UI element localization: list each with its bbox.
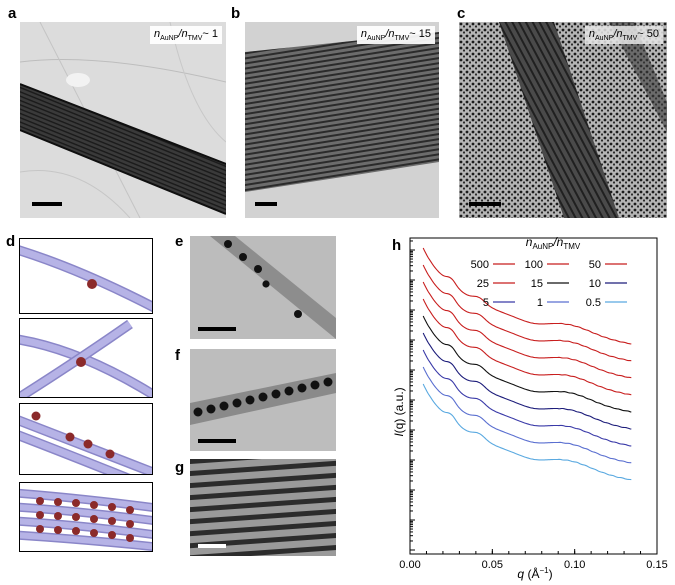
scale-bar-b — [255, 202, 277, 206]
panel-letter-d: d — [6, 233, 16, 250]
legend-label-10: 10 — [589, 278, 601, 290]
tem-image-e — [190, 236, 336, 339]
x-axis-label: q (Å−1) — [517, 566, 552, 581]
legend-label-100: 100 — [525, 259, 543, 271]
legend-label-0.5: 0.5 — [586, 297, 601, 309]
series-line-25 — [422, 298, 632, 396]
tem-image-c: nAuNP/nTMV~ 50 — [459, 22, 667, 218]
panel-letter-g: g — [175, 459, 185, 476]
y-axis-label: I(q) (a.u.) — [392, 387, 406, 436]
ratio-label-c: nAuNP/nTMV~ 50 — [584, 26, 663, 45]
scale-bar-f — [198, 439, 236, 443]
scale-bar-c — [469, 202, 501, 206]
series-line-1 — [422, 366, 632, 464]
panel-letter-a: a — [8, 5, 17, 22]
x-tick-label: 0.05 — [482, 559, 503, 571]
tem-image-g — [190, 459, 336, 556]
tem-image-b: nAuNP/nTMV~ 15 — [245, 22, 439, 218]
scale-bar-e — [198, 327, 236, 331]
chart-legend: nAuNP/nTMV 500 100 50 25 15 10 5 1 0.5 — [471, 235, 627, 309]
axes-frame — [409, 237, 658, 555]
ratio-label-b: nAuNP/nTMV~ 15 — [356, 26, 435, 45]
panel-letter-c: c — [457, 5, 466, 22]
tem-image-a: nAuNP/nTMV~ 1 — [20, 22, 226, 218]
schematic-d4 — [19, 482, 153, 552]
scale-bar-a — [32, 202, 62, 206]
tem-image-f — [190, 349, 336, 451]
panel-letter-e: e — [175, 233, 184, 250]
series-line-15 — [422, 315, 632, 413]
panel-letter-b: b — [231, 5, 241, 22]
series-line-10 — [422, 332, 632, 430]
series-line-100 — [422, 264, 632, 362]
series-line-50 — [422, 281, 632, 379]
legend-label-1: 1 — [537, 297, 543, 309]
series-line-0.5 — [422, 383, 632, 481]
legend-label-25: 25 — [477, 278, 489, 290]
schematic-d1 — [19, 238, 153, 314]
legend-label-50: 50 — [589, 259, 601, 271]
schematic-d3 — [19, 403, 153, 475]
ratio-label-a: nAuNP/nTMV~ 1 — [150, 26, 222, 45]
legend-label-15: 15 — [531, 278, 543, 290]
series-line-500 — [422, 247, 632, 345]
legend-title: nAuNP/nTMV — [526, 235, 581, 251]
x-tick-label: 0.15 — [646, 559, 667, 571]
series-line-5 — [422, 349, 632, 447]
scale-bar-g — [198, 544, 226, 548]
panel-letter-f: f — [175, 347, 180, 364]
legend-label-5: 5 — [483, 297, 489, 309]
legend-label-500: 500 — [471, 259, 489, 271]
schematic-d2 — [19, 318, 153, 398]
x-tick-label: 0.00 — [399, 559, 420, 571]
panel-letter-h: h — [392, 237, 402, 254]
x-tick-label: 0.10 — [564, 559, 585, 571]
